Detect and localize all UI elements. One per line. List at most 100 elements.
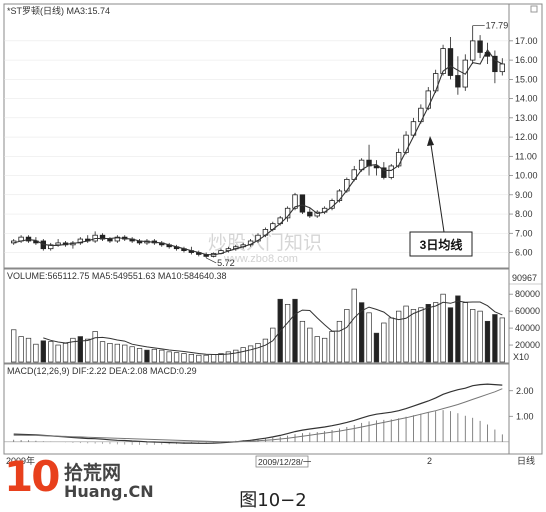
volume-bar bbox=[166, 351, 172, 363]
volume-bar bbox=[440, 293, 446, 363]
candle-body bbox=[299, 194, 306, 213]
date-label-box bbox=[255, 455, 309, 468]
candle-body bbox=[107, 238, 113, 242]
logo-number: 10 bbox=[4, 452, 60, 501]
dif-line bbox=[13, 383, 503, 444]
volume-bar bbox=[396, 310, 402, 363]
volume-bar bbox=[33, 343, 39, 363]
footer-month: 2 bbox=[427, 456, 432, 466]
candle-body bbox=[499, 63, 505, 73]
volume-bar bbox=[92, 331, 98, 363]
volume-bar bbox=[129, 346, 135, 363]
price-gridlines bbox=[4, 40, 509, 253]
price-tick-label: 7.00 bbox=[515, 228, 533, 238]
watermark-url: www.zbo8.com bbox=[223, 253, 298, 265]
candle-body bbox=[492, 55, 498, 73]
volume-bar bbox=[225, 351, 232, 363]
candle-body bbox=[77, 238, 84, 244]
high-label: 17.79 bbox=[486, 21, 509, 31]
candle-body bbox=[344, 179, 350, 192]
candle-body bbox=[292, 194, 298, 209]
candle-body bbox=[403, 134, 409, 153]
volume-bar bbox=[388, 317, 394, 363]
volume-bar bbox=[196, 354, 202, 363]
volume-bar bbox=[136, 348, 143, 363]
price-tick-label: 16.00 bbox=[515, 55, 538, 65]
dea-line bbox=[13, 388, 503, 443]
volume-bar bbox=[470, 309, 476, 363]
candle-body bbox=[48, 244, 54, 250]
volume-bar bbox=[410, 309, 417, 363]
low-marker-leader bbox=[206, 257, 217, 264]
macd-y-ticks: 1.00 2.00 bbox=[509, 386, 534, 421]
volume-bar bbox=[344, 309, 350, 363]
volume-bar bbox=[114, 343, 120, 363]
footer-date: 2009/12/28/一 bbox=[258, 457, 312, 467]
volume-bar bbox=[173, 352, 180, 363]
price-tick-label: 9.00 bbox=[515, 190, 533, 200]
price-tick-label: 12.00 bbox=[515, 132, 538, 142]
macd-header: MACD(12,26,9) DIF:2.22 DEA:2.08 MACD:0.2… bbox=[7, 366, 197, 376]
volume-bar bbox=[299, 320, 306, 363]
volume-bar bbox=[307, 327, 313, 363]
candle-body bbox=[455, 75, 461, 88]
volume-bar bbox=[321, 337, 328, 363]
volume-bar bbox=[62, 342, 69, 363]
period-label[interactable]: 日线 bbox=[517, 455, 535, 466]
volume-bar bbox=[107, 342, 113, 363]
volume-bar bbox=[262, 338, 269, 363]
volume-bar bbox=[18, 336, 24, 363]
volume-bar bbox=[122, 344, 128, 363]
volume-unit: X10 bbox=[513, 352, 529, 362]
volume-bar bbox=[329, 331, 335, 363]
volume-tick-label: 20000 bbox=[515, 340, 540, 350]
candle-body bbox=[114, 236, 121, 242]
volume-bar bbox=[484, 320, 491, 363]
annotation-label: 3日均线 bbox=[420, 237, 463, 252]
macd-tick-label: 1.00 bbox=[516, 411, 534, 421]
volume-top-value: 90967 bbox=[512, 273, 537, 283]
volume-bar bbox=[99, 341, 106, 363]
volume-bar bbox=[418, 307, 424, 363]
volume-bar bbox=[477, 310, 483, 363]
volume-bar bbox=[11, 329, 17, 363]
macd-tick-label: 2.00 bbox=[516, 386, 534, 396]
volume-bar bbox=[270, 327, 276, 363]
volume-bar bbox=[144, 349, 150, 363]
volume-bar bbox=[151, 348, 158, 363]
candle-body bbox=[99, 234, 106, 240]
volume-bar bbox=[403, 305, 409, 363]
price-tick-label: 11.00 bbox=[515, 151, 537, 161]
price-tick-label: 6.00 bbox=[515, 248, 533, 258]
volume-bar bbox=[447, 307, 454, 363]
volume-bar bbox=[351, 288, 357, 363]
panel-maximize-icon[interactable] bbox=[530, 5, 538, 13]
volume-bar bbox=[425, 303, 431, 363]
volume-bar bbox=[336, 320, 343, 363]
volume-bar bbox=[373, 332, 380, 363]
volume-bar bbox=[159, 349, 165, 363]
volume-bar bbox=[492, 314, 498, 363]
volume-bar bbox=[433, 302, 439, 363]
candle-body bbox=[440, 48, 446, 74]
volume-bar bbox=[25, 337, 32, 363]
volume-bar bbox=[247, 345, 254, 363]
volume-bar bbox=[292, 298, 298, 363]
volume-bar bbox=[284, 303, 291, 363]
logo-name: 拾荒网 bbox=[64, 462, 122, 484]
candle-body bbox=[395, 152, 402, 167]
price-y-ticks: 6.00 7.00 8.00 9.00 10.00 11.00 12.00 13.00 14.0… bbox=[509, 36, 538, 258]
candle-body bbox=[477, 40, 483, 53]
volume-bar bbox=[240, 347, 246, 363]
price-tick-label: 13.00 bbox=[515, 113, 538, 123]
candle-body bbox=[432, 73, 439, 92]
volume-bar bbox=[314, 336, 320, 363]
candle-body bbox=[55, 242, 61, 246]
candle-body bbox=[307, 211, 313, 217]
volume-bar bbox=[48, 341, 54, 363]
volume-tick-label: 40000 bbox=[515, 323, 540, 333]
volume-bar bbox=[499, 317, 505, 363]
volume-bars bbox=[11, 288, 505, 363]
price-tick-label: 14.00 bbox=[515, 94, 538, 104]
